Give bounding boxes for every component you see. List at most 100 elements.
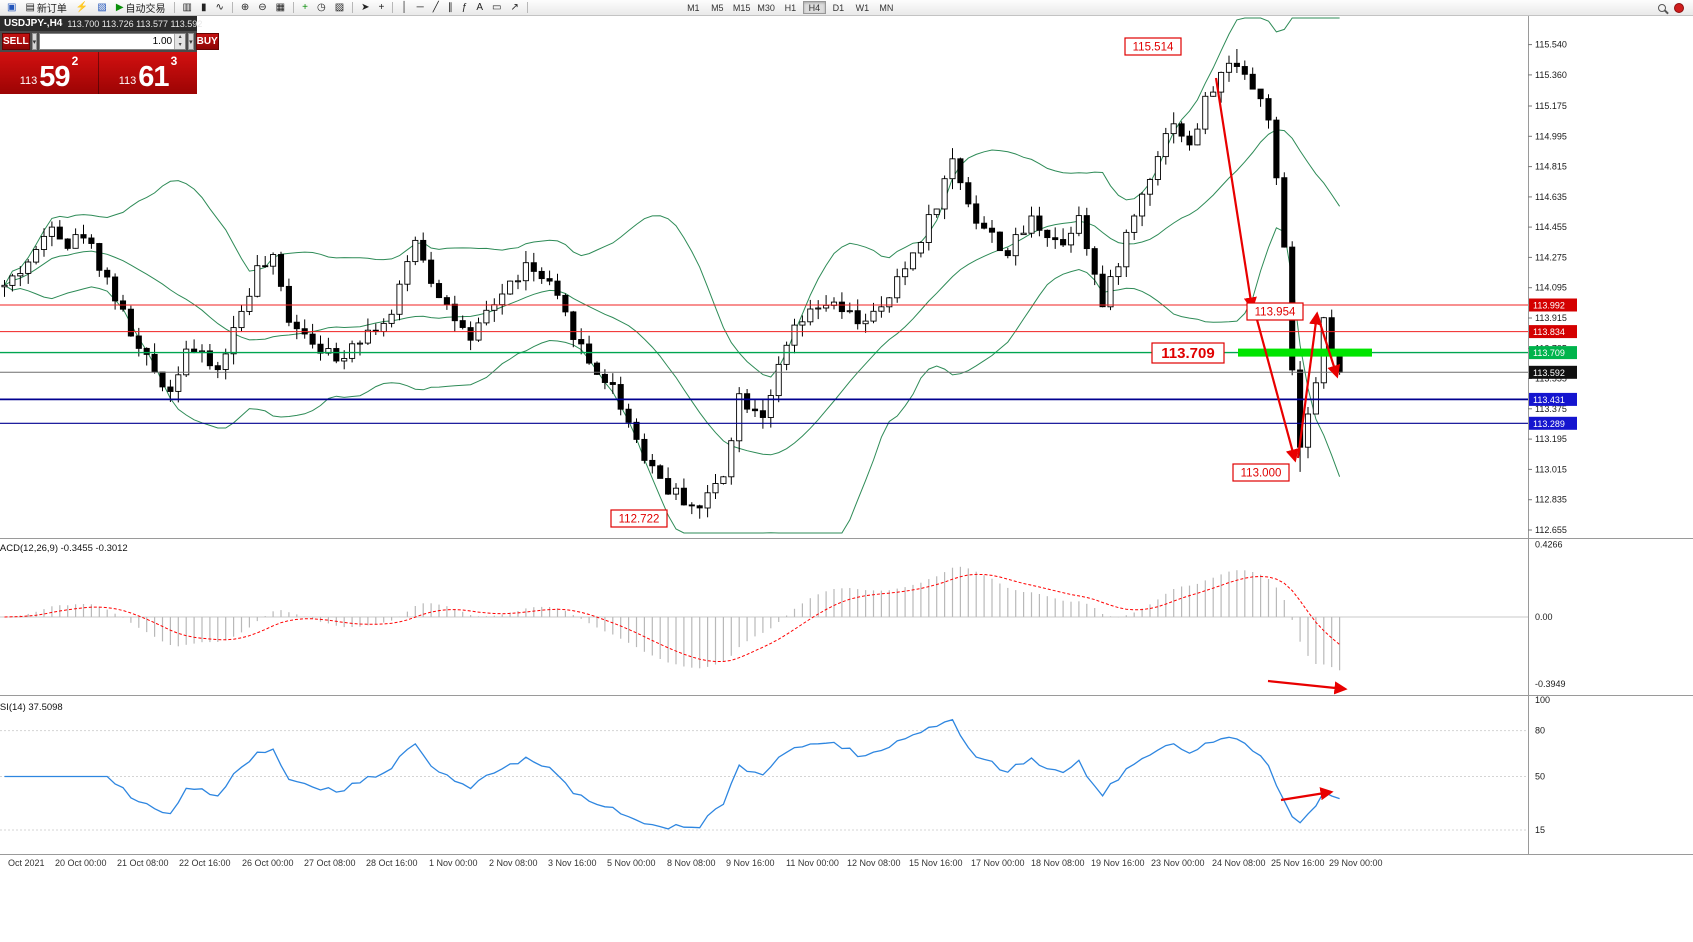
sell-price[interactable]: 113 59 2 [0,52,98,94]
trend-arrow[interactable] [1267,679,1348,695]
crosshair-tool-button[interactable]: + [375,1,389,15]
buy-price[interactable]: 113 61 3 [98,52,197,94]
timeframe-button-w1[interactable]: W1 [851,1,874,14]
label-tool-button[interactable]: ▭ [488,1,505,15]
candle-body [183,348,190,376]
zoom-out-button[interactable]: ⊖ [254,1,270,15]
buy-button[interactable]: BUY [195,33,219,50]
candle-body [917,242,924,254]
fibonacci-tool-button[interactable]: ƒ [458,1,472,15]
time-axis-label: 22 Oct 16:00 [179,858,231,868]
price-axis[interactable]: 115.540 115.360 115.175 114.995 114.815 114.6… [1528,40,1567,835]
indicator-labels: MACD(12,26,9) -0.3455 -0.3012 RSI(14) 37.… [0,543,128,713]
candle-body [1154,156,1161,180]
cursor-icon: ➤ [361,1,370,13]
timeframe-button-m1[interactable]: M1 [682,1,705,14]
new-order-label: 新订单 [36,4,67,15]
candle-body [1036,215,1043,231]
cursor-tool-button[interactable]: ➤ [357,1,373,15]
vertical-line-tool-button[interactable]: │ [397,1,411,15]
candle-body [285,285,292,323]
price-badge [1529,346,1577,360]
trend-arrow[interactable] [1280,787,1334,802]
text-tool-button[interactable]: A [472,1,487,15]
sell-button[interactable]: SELL [2,33,30,50]
chart-candles-button[interactable]: ▮ [197,1,211,15]
volume-up-button[interactable]: ▴ [175,34,186,42]
candle-body [933,208,940,216]
candle-body [96,243,103,271]
time-axis[interactable]: Oct 2021 20 Oct 00:00 21 Oct 08:00 22 Oct 1… [8,858,1383,868]
candle-body [1336,353,1343,373]
candle-body [838,301,845,313]
timeframe-button-m15[interactable]: M15 [730,1,754,14]
candle-body [499,293,506,306]
trend-arrow[interactable] [1317,319,1341,379]
horizontal-line-tool-button[interactable]: ─ [413,1,428,15]
channel-tool-button[interactable]: ∥ [444,1,457,15]
cycle-button[interactable]: ▧ [93,1,110,15]
add-indicator-button[interactable]: + [298,1,312,15]
volume-spinner: ▴ ▾ [174,34,186,49]
timeframe-button-h4[interactable]: H4 [802,1,826,14]
volume-down-button[interactable]: ▾ [175,41,186,49]
price-axis-label: 115.360 [1535,70,1567,80]
template-button[interactable]: ▨ [331,1,348,15]
candle-body [262,265,269,268]
panel-frame [0,16,1693,855]
crosshair-icon: + [378,1,385,13]
candle-body [1139,193,1146,217]
chart-bars-button[interactable]: ▥ [179,1,196,15]
buy-options-dropdown[interactable]: ▾ [188,33,194,50]
terminal-button[interactable]: ▣ [3,1,20,15]
tile-windows-button[interactable]: ▦ [272,1,289,15]
zoom-in-button[interactable]: ⊕ [237,1,253,15]
arrows-tool-button[interactable]: ↗ [506,1,522,15]
auto-trading-button[interactable]: ▶ 自动交易 [112,1,170,15]
price-axis-label: 113.375 [1535,404,1567,414]
candle-body [957,158,964,184]
level-lines[interactable] [0,304,1528,424]
candle-body [641,438,648,461]
volume-input[interactable] [40,34,175,49]
annotation-box[interactable] [1232,463,1290,482]
rsi-line [4,718,1340,830]
trend-arrow[interactable] [1254,315,1299,463]
annotation-price-label: 113.000 [1241,468,1282,480]
annotation-box[interactable] [1246,302,1304,321]
annotation-labels[interactable]: 115.514 113.954 113.709 113.000 112.722 [610,37,1304,528]
timeframe-button-m5[interactable]: M5 [706,1,729,14]
candle-body [601,373,608,383]
notification-icon[interactable] [1674,2,1684,13]
trend-arrow[interactable] [1296,311,1323,459]
period-button[interactable]: ◷ [313,1,330,15]
screenshot-button[interactable]: ⚡ [72,1,92,15]
trend-arrow[interactable] [1214,77,1257,311]
search-icon[interactable] [1658,3,1666,12]
candle-body [104,269,111,278]
annotation-box[interactable] [610,509,668,528]
candles [1,49,1343,519]
channel-icon: ∥ [447,1,453,13]
trend-arrows[interactable] [1214,77,1348,802]
candle-body [64,238,71,249]
annotation-box[interactable] [1151,342,1225,364]
sell-options-dropdown[interactable]: ▾ [31,33,38,50]
timeframe-button-d1[interactable]: D1 [827,1,850,14]
candle-body [799,321,806,326]
time-axis-label: 17 Nov 00:00 [971,858,1025,868]
highlight-bar[interactable] [1238,348,1372,357]
annotation-box[interactable] [1124,37,1182,56]
rsi-axis-label: 80 [1535,726,1545,736]
trendline-tool-button[interactable]: ╱ [429,1,443,15]
timeframe-button-mn[interactable]: MN [875,1,898,14]
candle-body [435,283,443,299]
price-badge-label: 113.992 [1533,301,1565,311]
chart-line-button[interactable]: ∿ [211,1,227,15]
candle-body [570,311,577,340]
timeframe-button-m30[interactable]: M30 [754,1,778,14]
candle-body [791,324,798,346]
new-order-button[interactable]: ▤ 新订单 [21,1,70,15]
timeframe-button-h1[interactable]: H1 [779,1,802,14]
